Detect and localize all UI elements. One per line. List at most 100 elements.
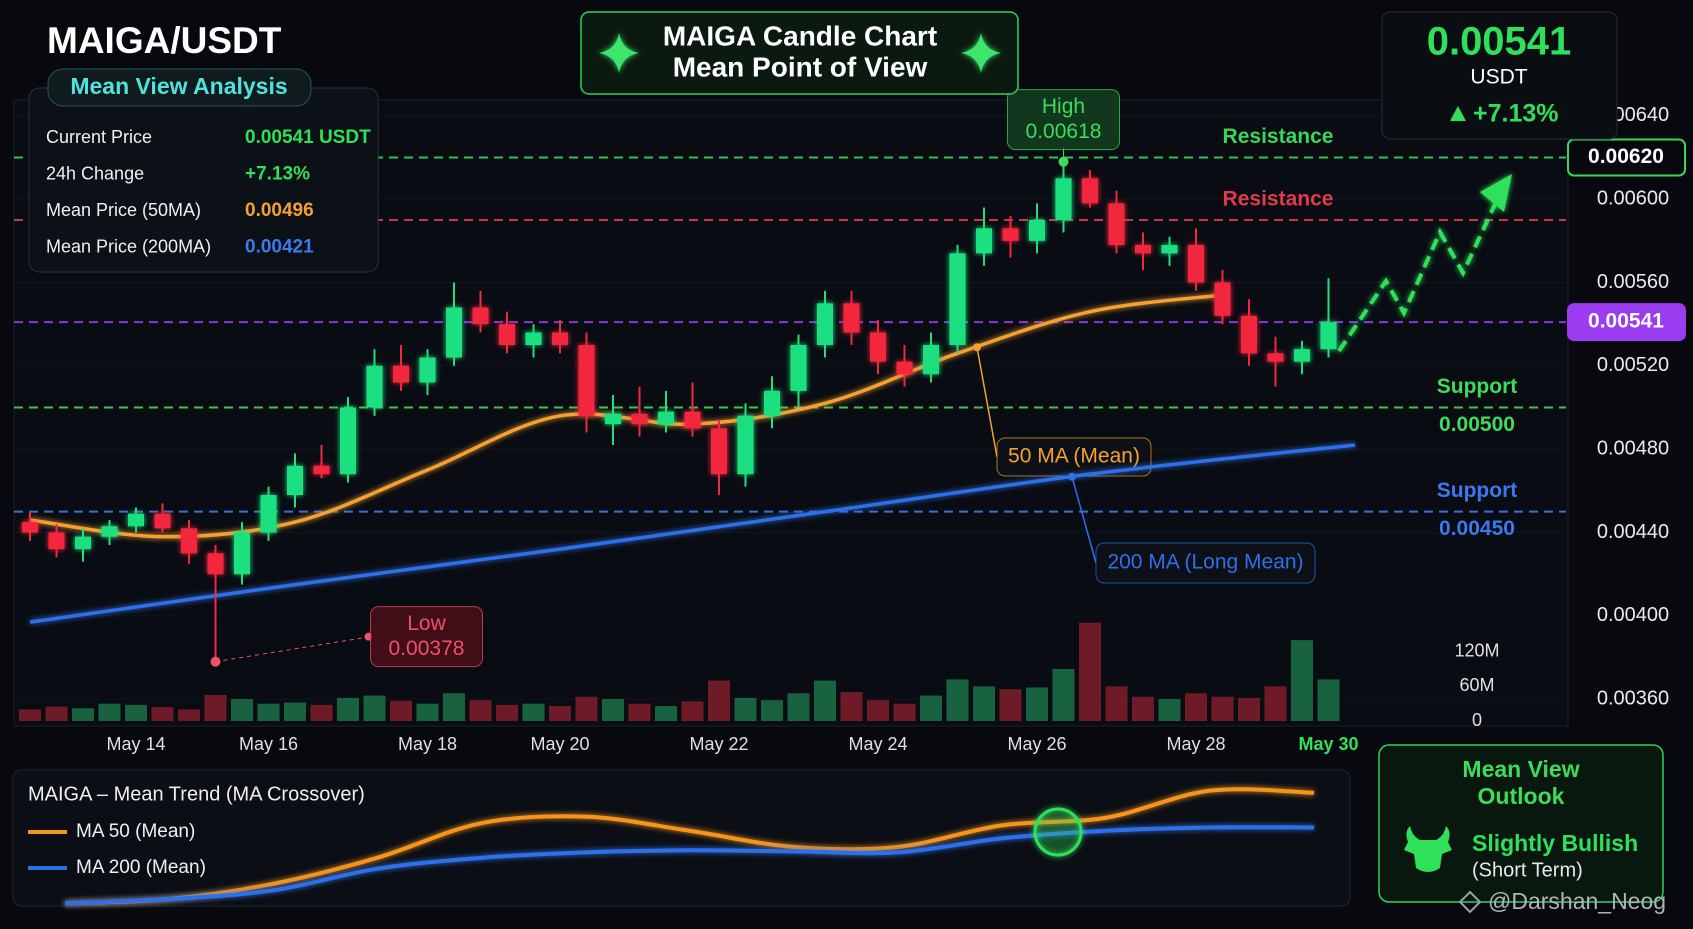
annotation-value: 0.00378 xyxy=(389,637,465,660)
x-tick-label: May 20 xyxy=(530,734,589,754)
candle-body xyxy=(1002,228,1019,241)
candle-body xyxy=(499,324,515,345)
candle-body xyxy=(22,522,38,533)
candle-body xyxy=(817,303,833,345)
candle-body xyxy=(1108,203,1125,245)
watermark: @Darshan_Neog xyxy=(1488,888,1666,914)
y-tick-label: 0.00560 xyxy=(1597,271,1669,293)
y-tick-label: 0.00600 xyxy=(1597,187,1669,209)
verdict: Slightly Bullish xyxy=(1472,830,1638,856)
candle-body xyxy=(1135,245,1151,254)
volume-bar xyxy=(946,679,969,721)
candle-body xyxy=(684,411,701,429)
volume-bar xyxy=(1211,696,1234,721)
candle-body xyxy=(48,532,65,550)
candle-body xyxy=(1267,353,1284,362)
volume-bar xyxy=(178,709,200,721)
volume-bar xyxy=(999,689,1022,721)
volume-bar xyxy=(19,709,41,721)
outlook-box xyxy=(1378,744,1664,903)
candle-body xyxy=(340,407,356,475)
volume-bar xyxy=(416,703,439,721)
volume-bar xyxy=(98,703,121,721)
candle-body xyxy=(1188,245,1204,283)
level-value: 0.00450 xyxy=(1439,517,1515,540)
level-name: Resistance xyxy=(1223,125,1334,148)
annotation-dot xyxy=(1058,156,1069,167)
volume-tick-label: 60M xyxy=(1459,675,1494,695)
chart-title: MAIGA Candle Chart xyxy=(663,20,937,51)
candle-body xyxy=(260,495,277,533)
volume-bar xyxy=(681,701,704,721)
candle-body xyxy=(870,332,886,362)
volume-bar xyxy=(1052,669,1075,721)
projection-arrow xyxy=(1337,199,1499,353)
candle-body xyxy=(896,361,913,375)
price-change: +7.13% xyxy=(1473,100,1559,128)
crossover-marker xyxy=(1033,807,1083,857)
volume-bar xyxy=(284,702,306,721)
x-tick-label: May 28 xyxy=(1166,734,1225,754)
candle-body xyxy=(737,415,754,475)
volume-bar xyxy=(1238,697,1260,721)
info-value: 0.00421 xyxy=(245,237,314,258)
y-tick-label: 0.00480 xyxy=(1597,437,1669,459)
volume-tick-label: 0 xyxy=(1472,710,1482,730)
volume-bar xyxy=(575,696,598,721)
candle-body xyxy=(552,332,568,345)
volume-bar xyxy=(310,704,333,721)
x-tick-label: May 14 xyxy=(106,734,165,754)
annotation-box xyxy=(1007,89,1120,151)
volume-bar xyxy=(469,700,492,721)
candle-body xyxy=(419,357,436,383)
volume-bar xyxy=(1026,687,1048,721)
candle-body xyxy=(128,513,144,527)
candle-body xyxy=(1082,178,1098,204)
annotation-label: Low xyxy=(407,612,446,635)
ma-dot xyxy=(1068,472,1076,481)
watermark-logo xyxy=(1458,890,1482,914)
volume-bar xyxy=(443,693,465,721)
candle-body xyxy=(976,228,992,254)
verdict-term: (Short Term) xyxy=(1472,859,1583,881)
price: 0.00541 xyxy=(1427,20,1572,64)
volume-bar xyxy=(1264,686,1287,721)
info-value: +7.13% xyxy=(245,164,310,185)
y-tick-label: 0.00360 xyxy=(1597,687,1669,709)
volume-bar xyxy=(204,695,227,721)
volume-bar xyxy=(522,703,545,721)
volume-bar xyxy=(231,699,253,721)
crossover-chart: MAIGA – Mean Trend (MA Crossover) MA 50 (… xyxy=(28,783,1315,906)
subtitle-pill xyxy=(47,68,312,107)
price-box xyxy=(1381,11,1618,140)
level-name: Support xyxy=(1437,375,1517,398)
x-tick-label: May 30 xyxy=(1298,734,1358,754)
candle-body xyxy=(1320,322,1337,350)
annotation-value: 0.00618 xyxy=(1026,120,1102,143)
legend-label: MA 200 (Mean) xyxy=(76,857,206,878)
candle-body xyxy=(313,465,330,475)
pair-title: MAIGA/USDT xyxy=(47,20,282,61)
volume-bar xyxy=(602,699,624,721)
ma-pointer xyxy=(976,347,998,458)
volume-tick-label: 120M xyxy=(1454,640,1499,660)
ma-line xyxy=(29,443,1356,624)
volume-bar xyxy=(1079,622,1101,721)
volume-bar xyxy=(1185,693,1207,721)
level-tag-label: 0.00620 xyxy=(1588,145,1664,168)
candle-body xyxy=(446,307,462,358)
candle-body xyxy=(234,532,250,575)
candle-body xyxy=(75,536,91,550)
volume-bar xyxy=(867,700,889,721)
volume-bar xyxy=(814,680,836,721)
volume-bar xyxy=(1132,696,1154,721)
outlook-title: Mean View Outlook xyxy=(1462,756,1580,809)
candle-body xyxy=(658,411,674,425)
level-tag-label: 0.00541 xyxy=(1588,310,1664,333)
volume-bar xyxy=(787,693,810,721)
candle-body xyxy=(764,390,780,416)
volume-bar xyxy=(734,697,757,721)
info-value: 0.00496 xyxy=(245,200,314,221)
annotation-dot xyxy=(210,656,221,667)
